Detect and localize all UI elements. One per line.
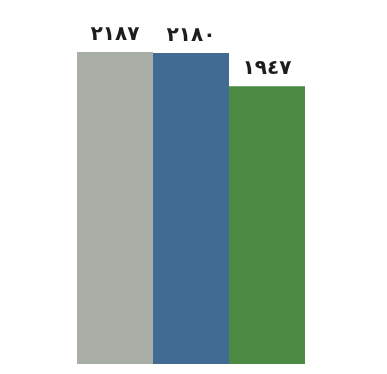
bar-1 xyxy=(77,52,153,364)
bar-value-label-1: ٢١٨٧ xyxy=(91,21,140,45)
bar-3 xyxy=(229,86,305,365)
bar-2 xyxy=(153,52,229,364)
bar-value-label-3: ١٩٤٧ xyxy=(243,55,292,79)
bar-value-label-2: ٢١٨٠ xyxy=(167,22,216,46)
